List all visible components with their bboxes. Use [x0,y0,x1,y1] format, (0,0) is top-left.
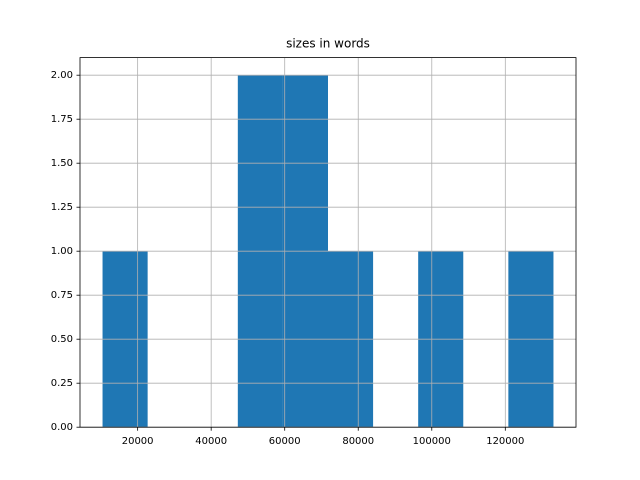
y-tick-label: 1.50 [51,158,73,169]
y-tick-label: 1.75 [51,114,73,125]
y-tick-label: 2.00 [51,70,73,81]
x-tick-label: 80000 [342,436,374,447]
x-tick-label: 100000 [413,436,451,447]
y-tick-label: 0.50 [51,334,73,345]
x-tick-label: 60000 [269,436,301,447]
y-tick-label: 0.25 [51,378,73,389]
x-tick-label: 20000 [122,436,154,447]
x-tick-label: 40000 [195,436,227,447]
axes-frame [79,57,577,428]
x-tick-label: 120000 [486,436,524,447]
chart-title: sizes in words [286,37,370,51]
y-tick-label: 1.00 [51,246,73,257]
y-tick-label: 0.00 [51,422,73,433]
y-tick-label: 0.75 [51,290,73,301]
y-tick-label: 1.25 [51,202,73,213]
